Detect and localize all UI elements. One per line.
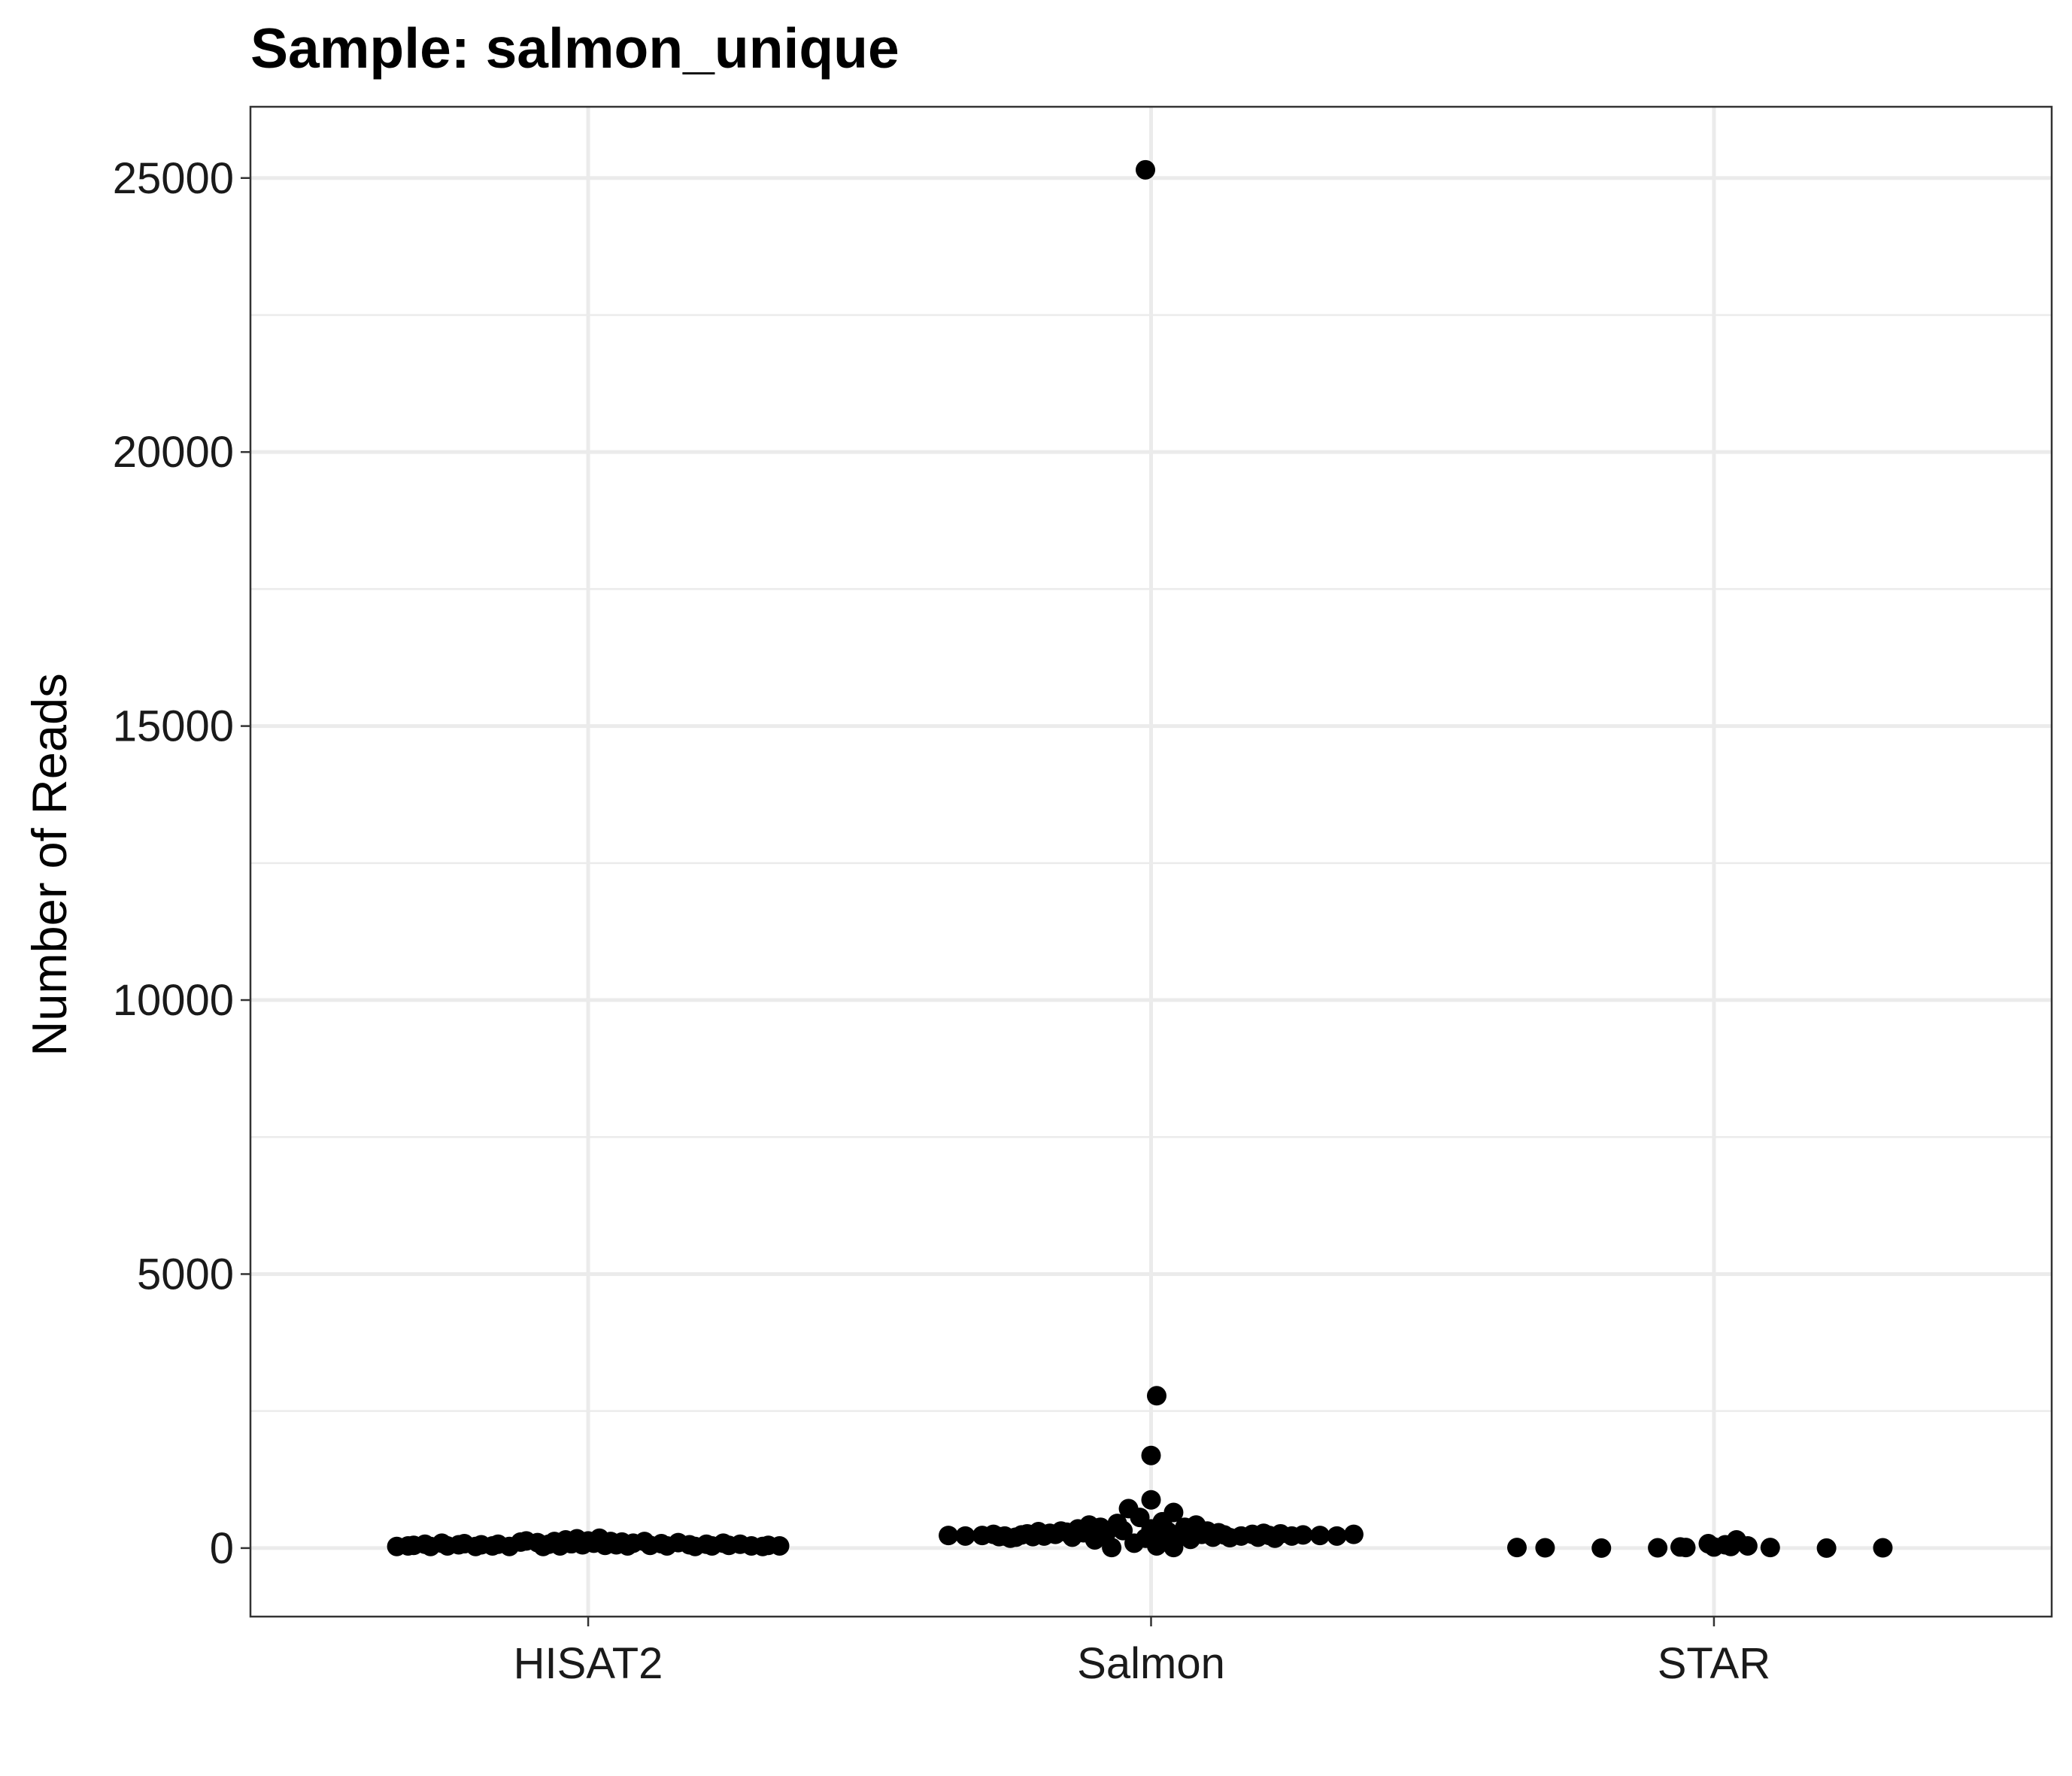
y-tick-label: 25000 [113,154,234,203]
chart-title: Sample: salmon_unique [250,17,899,80]
data-point [1113,1520,1133,1541]
data-point [955,1526,975,1546]
data-point [1737,1535,1758,1556]
data-point [1535,1538,1555,1558]
data-point [1760,1538,1780,1558]
x-tick-label: STAR [1658,1639,1770,1688]
y-tick-label: 0 [210,1524,234,1573]
data-point [769,1535,790,1556]
data-point [1310,1526,1330,1546]
data-point [1102,1538,1122,1558]
y-tick-label: 10000 [113,976,234,1025]
data-point [1591,1538,1612,1558]
y-axis-label: Number of Reads [22,673,77,1056]
data-point [1163,1502,1184,1523]
data-point [1136,159,1156,180]
data-point [939,1526,959,1546]
x-tick-label: HISAT2 [514,1639,663,1688]
data-point [1293,1525,1313,1545]
y-tick-label: 15000 [113,702,234,751]
x-tick-label: Salmon [1077,1639,1225,1688]
y-tick-label: 5000 [137,1250,234,1299]
data-point [1873,1538,1893,1558]
data-point [1146,1386,1166,1406]
data-point [1141,1445,1161,1465]
y-tick-label: 20000 [113,428,234,477]
data-point [1327,1526,1347,1546]
data-point [1343,1524,1364,1544]
data-point [1816,1538,1837,1558]
plot-panel: 0 5000 10000 15000 20000 25000 HISAT2 Salmon STA… [113,105,2053,1688]
data-point [1676,1538,1696,1558]
data-point [1141,1490,1161,1510]
data-point [1648,1538,1668,1558]
data-point [1506,1538,1527,1558]
